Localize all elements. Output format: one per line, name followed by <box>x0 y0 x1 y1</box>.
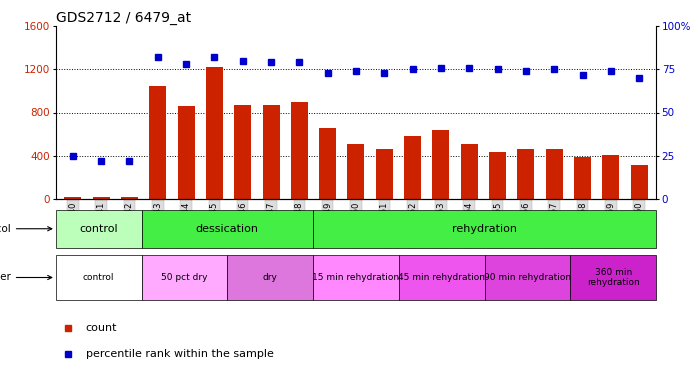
Bar <box>546 149 563 199</box>
Text: protocol: protocol <box>0 224 52 234</box>
Bar <box>56 210 142 248</box>
Bar <box>206 67 223 199</box>
Bar <box>630 165 648 199</box>
Bar <box>319 128 336 199</box>
Text: dessication: dessication <box>196 224 259 234</box>
Text: control: control <box>80 224 118 234</box>
Bar <box>404 136 421 199</box>
Bar <box>177 106 195 199</box>
Bar <box>142 210 313 248</box>
Bar <box>489 152 506 199</box>
Text: count: count <box>86 323 117 333</box>
Bar <box>291 102 308 199</box>
Bar <box>93 197 110 199</box>
Bar <box>348 144 364 199</box>
Bar <box>313 210 656 248</box>
Bar <box>433 130 450 199</box>
Bar <box>461 144 477 199</box>
Bar <box>149 86 166 199</box>
Bar <box>121 197 138 199</box>
Text: percentile rank within the sample: percentile rank within the sample <box>86 350 274 359</box>
Text: dry: dry <box>262 273 278 282</box>
Bar <box>602 154 619 199</box>
Bar <box>56 255 142 300</box>
Bar <box>235 105 251 199</box>
Bar <box>313 255 399 300</box>
Bar <box>484 255 570 300</box>
Bar <box>142 255 228 300</box>
Text: other: other <box>0 273 52 282</box>
Bar <box>228 255 313 300</box>
Text: 50 pct dry: 50 pct dry <box>161 273 208 282</box>
Bar <box>570 255 656 300</box>
Bar <box>574 157 591 199</box>
Text: 90 min rehydration: 90 min rehydration <box>484 273 571 282</box>
Text: GDS2712 / 6479_at: GDS2712 / 6479_at <box>56 11 191 25</box>
Bar <box>376 149 393 199</box>
Bar <box>517 149 535 199</box>
Text: control: control <box>83 273 114 282</box>
Text: 45 min rehydration: 45 min rehydration <box>399 273 485 282</box>
Text: 360 min
rehydration: 360 min rehydration <box>587 268 639 287</box>
Bar <box>399 255 484 300</box>
Bar <box>262 105 279 199</box>
Bar <box>64 197 82 199</box>
Text: 15 min rehydration: 15 min rehydration <box>313 273 399 282</box>
Text: rehydration: rehydration <box>452 224 517 234</box>
